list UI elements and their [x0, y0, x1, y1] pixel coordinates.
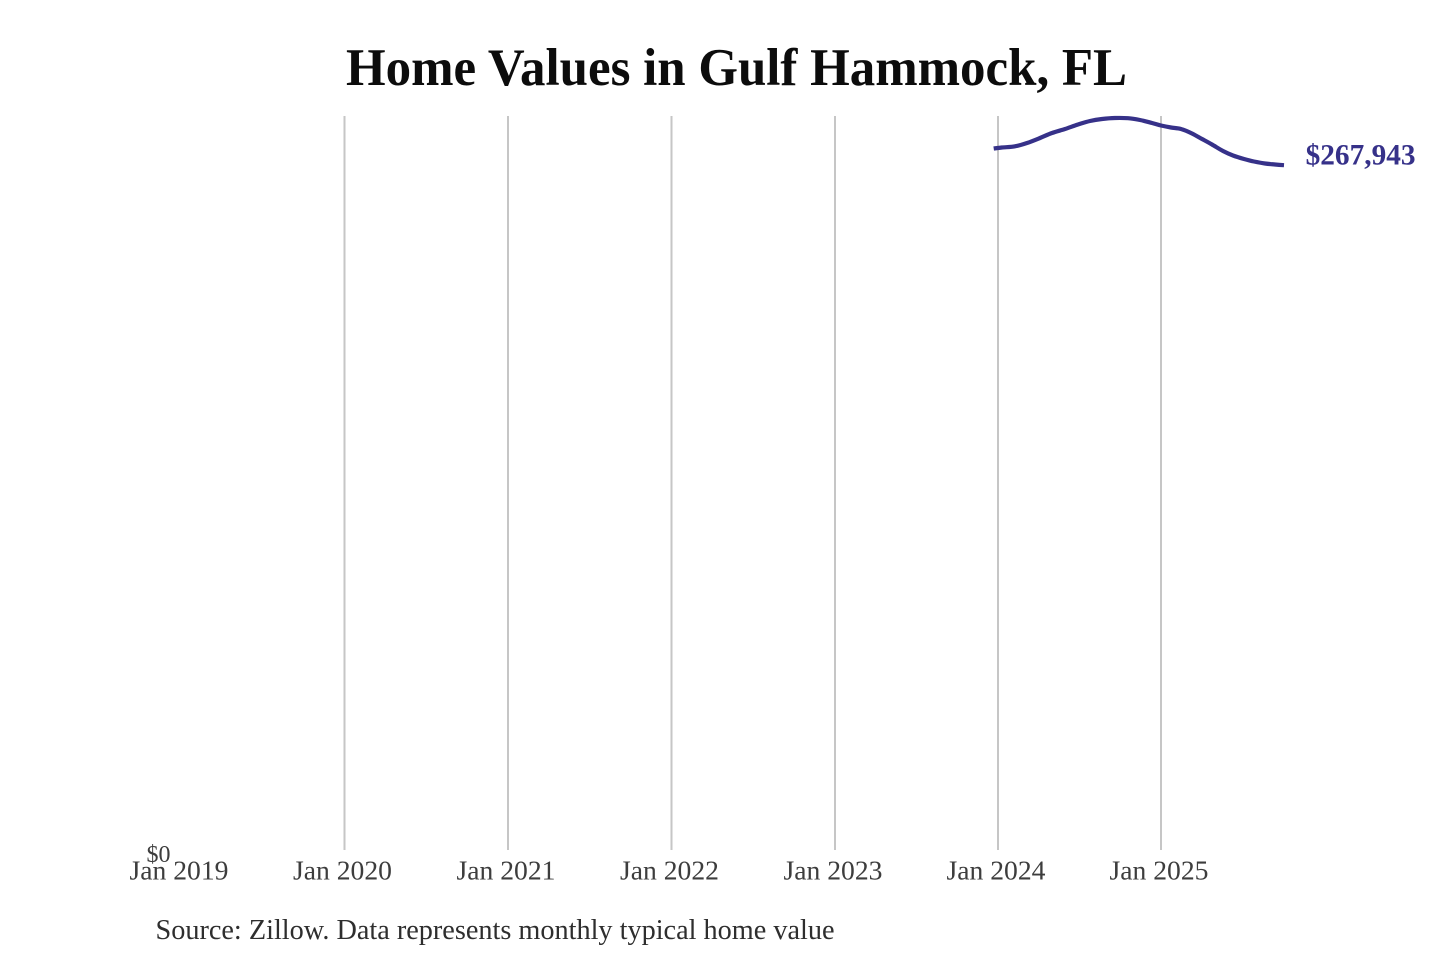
svg-text:Jan 2023: Jan 2023 [784, 856, 883, 886]
svg-text:Jan 2024: Jan 2024 [947, 856, 1047, 886]
svg-text:$267,943: $267,943 [1306, 138, 1416, 171]
svg-text:Jan 2025: Jan 2025 [1110, 856, 1209, 886]
svg-text:Jan 2020: Jan 2020 [293, 856, 392, 886]
svg-text:Jan 2021: Jan 2021 [457, 856, 556, 886]
svg-text:Jan 2022: Jan 2022 [620, 856, 719, 886]
svg-text:Home Values in Gulf Hammock, F: Home Values in Gulf Hammock, FL [346, 39, 1127, 97]
svg-text:Source: Zillow. Data represent: Source: Zillow. Data represents monthly … [156, 915, 835, 946]
svg-text:Jan 2019: Jan 2019 [130, 856, 229, 886]
svg-text:$0: $0 [147, 842, 171, 868]
